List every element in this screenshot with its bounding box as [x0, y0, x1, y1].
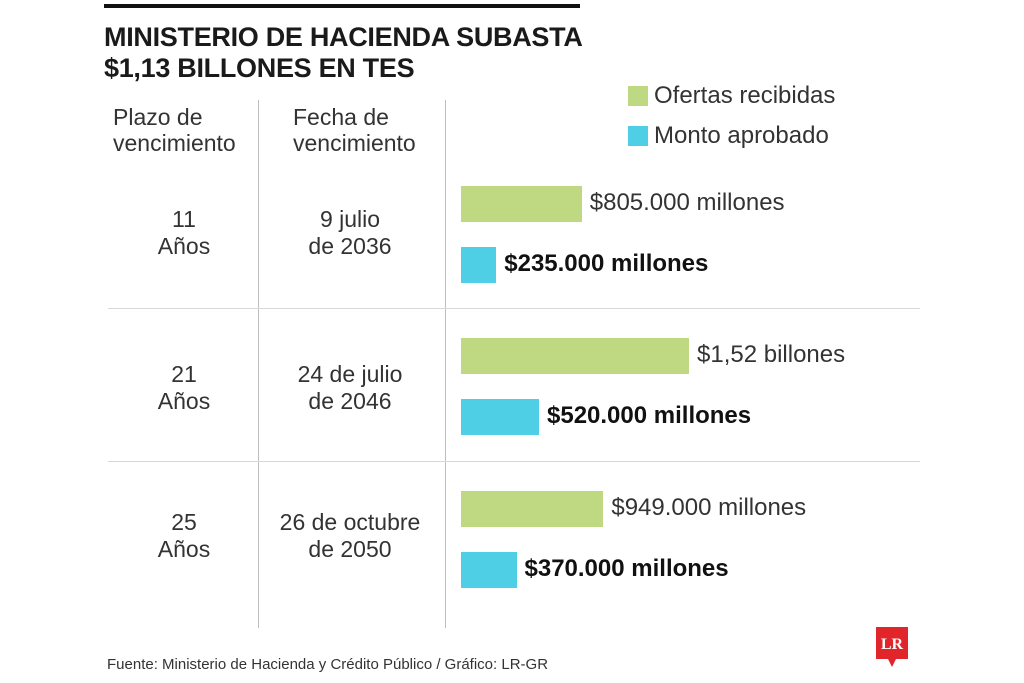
bar-label-monto: $520.000 millones	[547, 402, 752, 429]
plazo-cell: 25 Años	[110, 509, 258, 563]
fecha-text: de 2046	[308, 388, 392, 414]
header-plazo-line-1: Plazo de	[113, 104, 203, 130]
header-fecha: Fecha de vencimiento	[293, 104, 416, 156]
fecha-cell: 24 de julio de 2046	[262, 361, 438, 415]
bar-label-ofertas: $805.000 millones	[589, 189, 785, 216]
bar-ofertas	[461, 338, 689, 374]
plazo-text: 11	[172, 206, 196, 232]
fecha-text: de 2050	[308, 536, 392, 562]
fecha-text: 26 de octubre	[279, 509, 421, 535]
bar-monto	[461, 399, 539, 435]
legend-item-monto: Monto aprobado	[628, 116, 835, 156]
fecha-text: 9 julio	[319, 206, 381, 232]
bar-monto	[461, 552, 517, 588]
legend-item-ofertas: Ofertas recibidas	[628, 76, 835, 116]
row-divider-1	[108, 308, 920, 309]
bar-monto	[461, 247, 497, 283]
fecha-text: de 2036	[308, 233, 392, 259]
plazo-text: 25	[171, 509, 197, 535]
lr-logo-text: LR	[881, 636, 904, 653]
row-divider-2	[108, 461, 920, 462]
fecha-cell: 26 de octubre de 2050	[262, 509, 438, 563]
title-rule	[104, 4, 580, 8]
header-plazo-line-2: vencimiento	[113, 130, 236, 156]
column-divider-2	[445, 100, 446, 628]
column-divider-1	[258, 100, 259, 628]
legend-swatch-monto	[628, 126, 648, 146]
header-plazo: Plazo de vencimiento	[113, 104, 236, 156]
plazo-cell: 11 Años	[110, 206, 258, 260]
bar-label-ofertas: $1,52 billones	[697, 341, 846, 368]
header-fecha-line-2: vencimiento	[293, 130, 416, 156]
legend-label-ofertas: Ofertas recibidas	[654, 82, 836, 109]
bar-label-monto: $370.000 millones	[524, 555, 729, 582]
source-footer: Fuente: Ministerio de Hacienda y Crédito…	[107, 656, 549, 673]
plazo-text: Años	[157, 536, 211, 562]
chart-title-line-2: $1,13 BILLONES EN TES	[104, 53, 415, 83]
fecha-cell: 9 julio de 2036	[262, 206, 438, 260]
legend-swatch-ofertas	[628, 86, 648, 106]
plazo-text: Años	[157, 233, 211, 259]
plazo-text: Años	[157, 388, 211, 414]
chart-title: MINISTERIO DE HACIENDA SUBASTA $1,13 BIL…	[104, 22, 583, 84]
bar-ofertas	[461, 186, 582, 222]
header-fecha-line-1: Fecha de	[293, 104, 389, 130]
chart-title-line-1: MINISTERIO DE HACIENDA SUBASTA	[104, 22, 583, 52]
legend: Ofertas recibidas Monto aprobado	[628, 76, 835, 156]
legend-label-monto: Monto aprobado	[654, 122, 829, 149]
plazo-cell: 21 Años	[110, 361, 258, 415]
lr-logo: LR	[876, 627, 908, 667]
bar-label-monto: $235.000 millones	[504, 250, 709, 277]
bar-ofertas	[461, 491, 604, 527]
fecha-text: 24 de julio	[297, 361, 403, 387]
plazo-text: 21	[171, 361, 197, 387]
bar-label-ofertas: $949.000 millones	[611, 494, 807, 521]
